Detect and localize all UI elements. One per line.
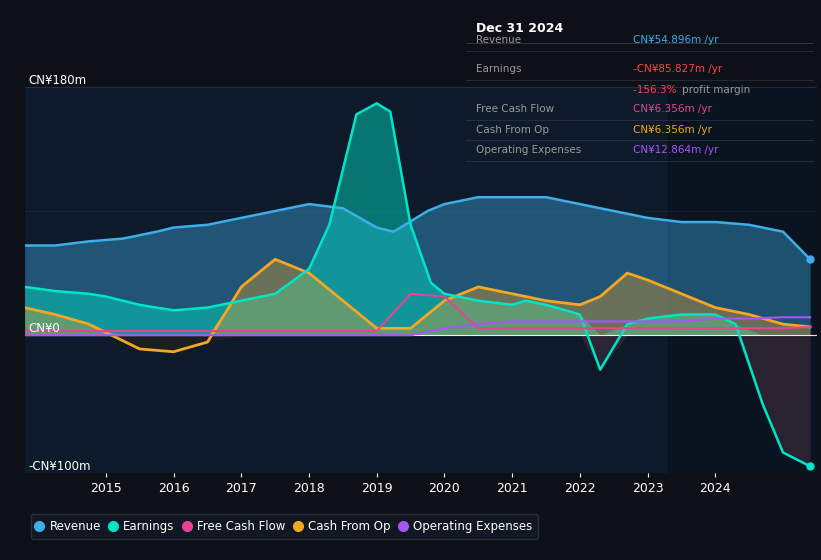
Text: CN¥0: CN¥0 — [28, 322, 60, 335]
Legend: Revenue, Earnings, Free Cash Flow, Cash From Op, Operating Expenses: Revenue, Earnings, Free Cash Flow, Cash … — [30, 514, 538, 539]
Text: Cash From Op: Cash From Op — [476, 124, 549, 134]
Text: CN¥12.864m /yr: CN¥12.864m /yr — [633, 145, 718, 155]
Text: Revenue: Revenue — [476, 35, 521, 45]
Text: CN¥180m: CN¥180m — [28, 74, 86, 87]
Text: Earnings: Earnings — [476, 64, 521, 74]
Text: CN¥6.356m /yr: CN¥6.356m /yr — [633, 124, 712, 134]
Bar — [668, 87, 817, 473]
Text: profit margin: profit margin — [681, 85, 750, 95]
Text: -CN¥100m: -CN¥100m — [28, 460, 90, 473]
Text: -156.3%: -156.3% — [633, 85, 680, 95]
Text: -CN¥85.827m /yr: -CN¥85.827m /yr — [633, 64, 722, 74]
Text: Operating Expenses: Operating Expenses — [476, 145, 581, 155]
Text: Free Cash Flow: Free Cash Flow — [476, 104, 554, 114]
Text: CN¥6.356m /yr: CN¥6.356m /yr — [633, 104, 712, 114]
Text: CN¥54.896m /yr: CN¥54.896m /yr — [633, 35, 718, 45]
Text: Dec 31 2024: Dec 31 2024 — [476, 22, 563, 35]
